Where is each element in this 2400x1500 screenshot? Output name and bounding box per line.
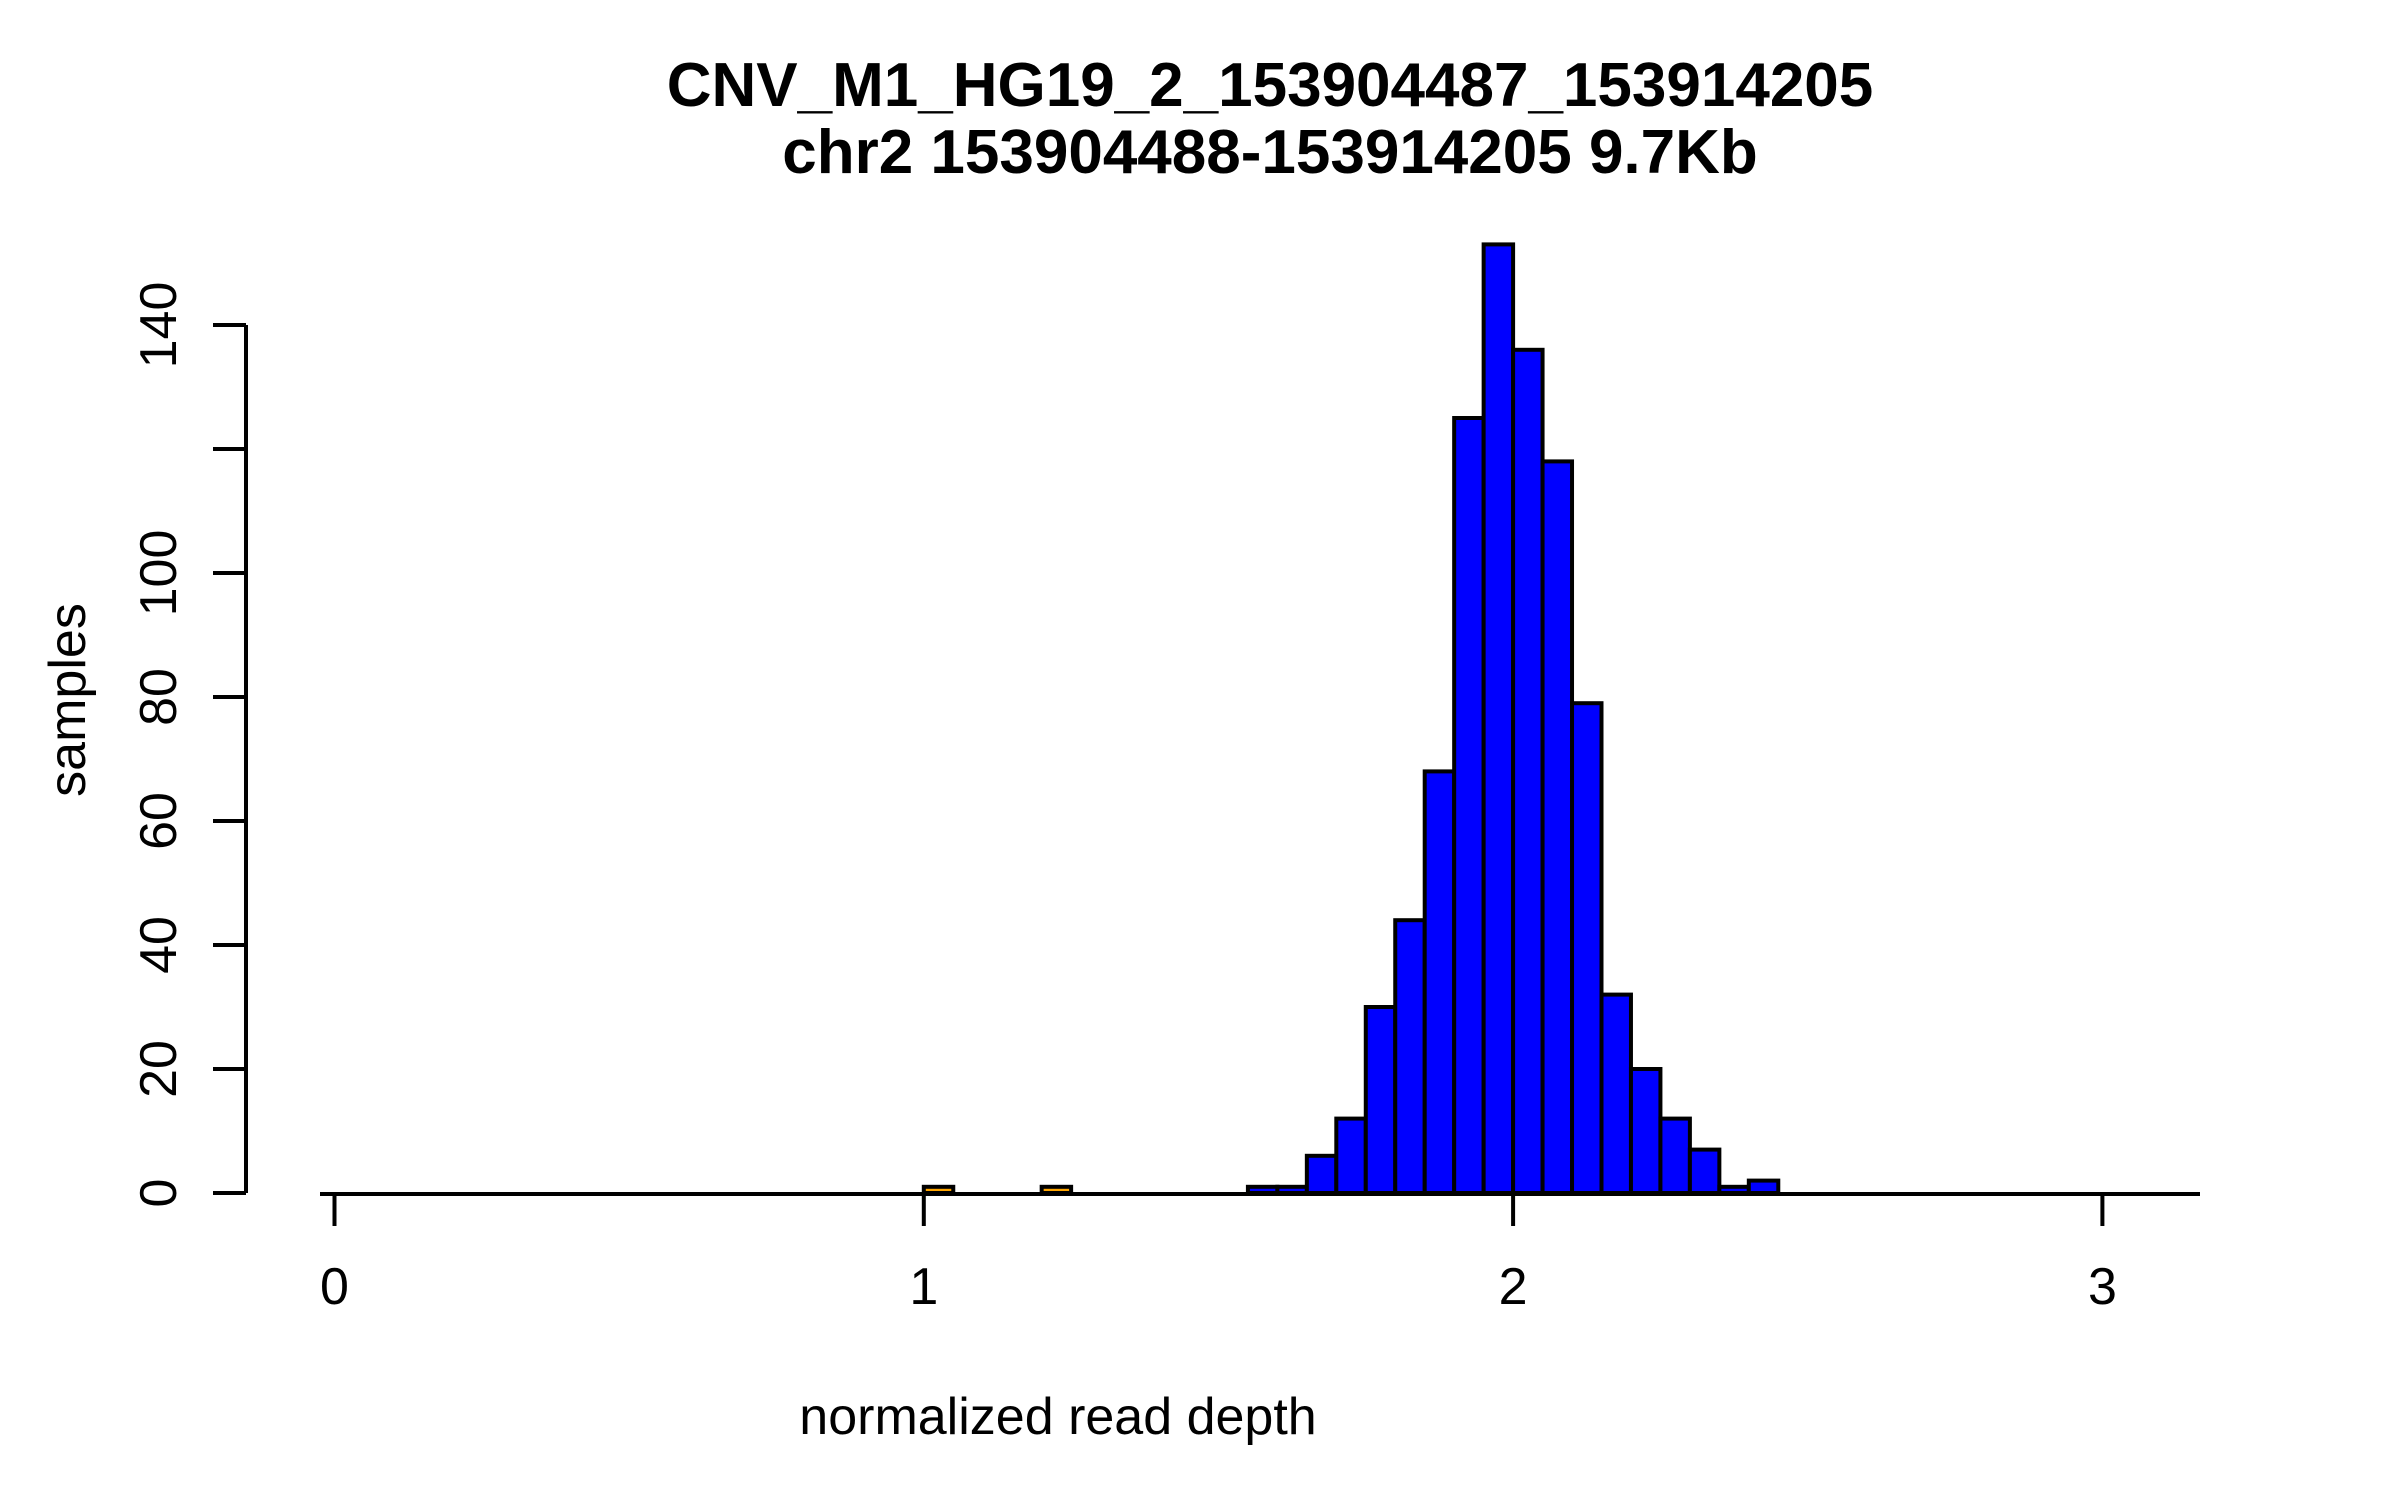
histogram-bar — [1452, 416, 1486, 1195]
plot-subtitle: chr2 153904488-153914205 9.7Kb — [782, 118, 1758, 187]
y-tick-label: 80 — [130, 668, 188, 726]
histogram-bar — [1570, 701, 1604, 1195]
x-axis-label: normalized read depth — [799, 1388, 1316, 1446]
histogram-bar — [1334, 1116, 1368, 1195]
histogram-bar — [1687, 1147, 1722, 1195]
histogram-bar — [1658, 1116, 1692, 1195]
histogram-bar — [1481, 242, 1516, 1195]
y-tick-label: 140 — [130, 282, 188, 369]
y-tick-label: 100 — [130, 530, 188, 617]
histogram-bar — [1746, 1178, 1781, 1195]
axes: 0 1 2 3 0 20 40 60 80 100 140 — [130, 282, 2200, 1316]
x-tick-label: 2 — [1499, 1258, 1528, 1316]
y-tick-label: 60 — [130, 792, 188, 850]
y-tick-label: 20 — [130, 1040, 188, 1098]
histogram-bar — [1393, 918, 1427, 1195]
histogram-bar — [1304, 1153, 1339, 1196]
histogram-bar — [1599, 992, 1633, 1195]
histogram-bar — [1363, 1005, 1398, 1195]
x-tick-label: 3 — [2088, 1258, 2117, 1316]
x-tick-label: 0 — [320, 1258, 349, 1316]
histogram-bar — [1540, 459, 1575, 1195]
histogram-bar — [1628, 1067, 1663, 1195]
y-tick-label: 40 — [130, 916, 188, 974]
histogram-bar — [1511, 347, 1545, 1195]
y-tick-label: 0 — [130, 1179, 188, 1208]
y-axis-label: samples — [39, 603, 97, 797]
histogram-bars — [921, 242, 1781, 1196]
plot-title: CNV_M1_HG19_2_153904487_153914205 — [667, 51, 1874, 120]
x-tick-label: 1 — [909, 1258, 938, 1316]
histogram-bar — [1422, 769, 1457, 1196]
